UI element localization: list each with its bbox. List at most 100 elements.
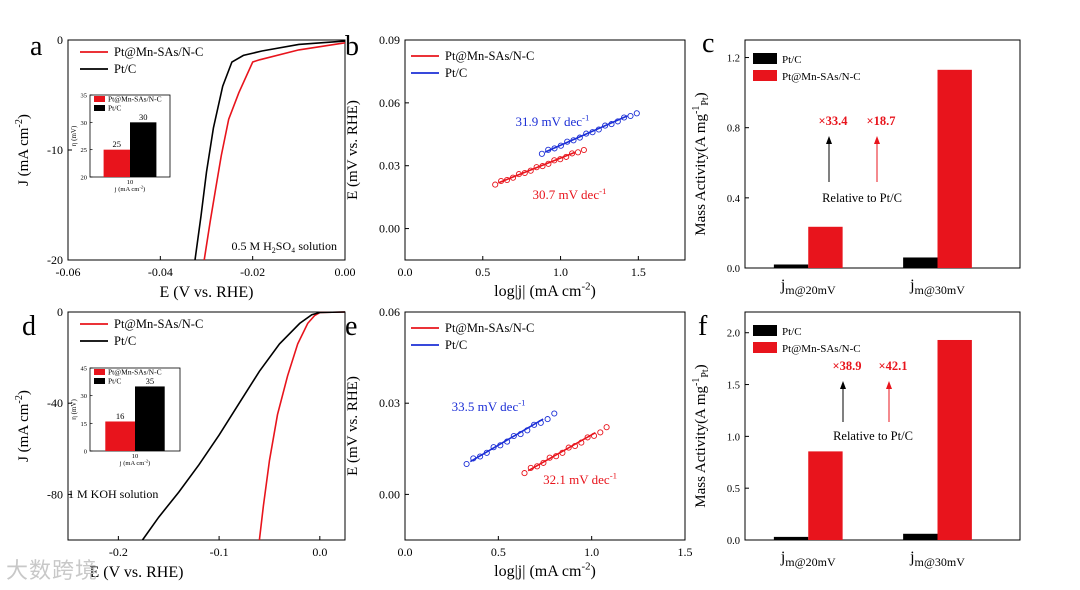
bar: [773, 264, 809, 268]
slope-annotation: 30.7 mV dec-1: [533, 186, 607, 202]
x-tick-label: -0.2: [109, 545, 128, 559]
data-point: [584, 434, 591, 441]
y-tick-label: 0: [57, 305, 63, 319]
panel-label: e: [345, 311, 357, 342]
x-axis-label: log|j| (mA cm-2): [494, 281, 596, 300]
data-point: [521, 470, 528, 477]
axes-frame: [404, 311, 686, 541]
panel-a: -0.06 -0.04 -0.02 0.00 -20 -10 0a J (mA cm-2) E …: [14, 31, 356, 301]
inset-y-tick-label: 25: [81, 147, 88, 154]
inset-legend-swatch: [94, 378, 105, 384]
y-tick-label: 0.8: [727, 124, 740, 135]
arrow-head: [826, 136, 832, 144]
panel-label: f: [698, 311, 708, 342]
relative-annotation: Relative to Pt/C: [822, 191, 902, 205]
axes-frame: [744, 39, 1021, 269]
arrow-head: [874, 136, 880, 144]
arrow-head: [886, 381, 892, 389]
arrow-head: [840, 381, 846, 389]
legend-entry: Pt/C: [114, 62, 136, 76]
x-tick-label: 1.0: [584, 545, 599, 559]
x-category-label: jm@20mV: [780, 277, 836, 297]
data-point: [531, 421, 538, 428]
bar: [808, 451, 843, 540]
legend-entry: Pt/C: [114, 334, 136, 348]
series-line: [194, 40, 346, 261]
data-point: [551, 410, 558, 417]
ratio-label: ×33.4: [819, 114, 849, 128]
inset-x-tick-label: 10: [127, 179, 134, 186]
bar: [937, 339, 972, 540]
panel-label: c: [702, 28, 714, 59]
x-tick-label: 0.0: [398, 265, 413, 279]
panel-b: 0.0 0.5 1.0 1.5 0.00 0.03 0.06 0.09 b E (mV vs. R…: [345, 31, 686, 300]
series-line: [141, 311, 346, 541]
panel-f: 0.0 0.5 1.0 1.5 2.0 f Mass Activity(A mg-1Pt) j…: [691, 311, 1021, 569]
inset-legend-swatch: [94, 105, 105, 111]
x-tick-label: 0.00: [335, 265, 356, 279]
inset-y-tick-label: 15: [81, 421, 88, 428]
x-tick-label: 1.0: [553, 265, 568, 279]
y-tick-label: 1.0: [727, 432, 740, 443]
x-tick-label: 0.0: [312, 545, 327, 559]
inset-legend-swatch: [94, 96, 105, 102]
y-tick-label: -80: [47, 487, 63, 501]
axes-frame: [744, 311, 1021, 541]
y-tick-label: 0.06: [379, 305, 400, 319]
inset-legend-entry: Pt@Mn-SAs/N-C: [108, 95, 162, 104]
x-axis-label: E (V vs. RHE): [160, 284, 254, 301]
inset-y-axis-label: η (mV): [70, 399, 78, 420]
panel-label: d: [22, 311, 36, 342]
data-point: [574, 149, 582, 156]
inset-y-tick-label: 35: [81, 93, 88, 100]
relative-annotation: Relative to Pt/C: [833, 429, 913, 443]
x-tick-label: -0.06: [56, 265, 81, 279]
fit-line: [469, 418, 544, 463]
bar: [773, 536, 809, 540]
inset-y-tick-label: 30: [81, 393, 88, 400]
y-tick-label: 2.0: [727, 329, 740, 340]
y-tick-label: -20: [47, 253, 63, 267]
legend-entry: Pt/C: [782, 54, 802, 66]
y-axis-label: J (mA cm-2): [14, 390, 32, 462]
data-point: [569, 150, 576, 157]
data-point: [621, 114, 628, 121]
series-line: [203, 42, 346, 261]
legend-swatch: [753, 70, 777, 81]
data-point: [510, 432, 517, 440]
x-tick-label: 0.5: [491, 545, 506, 559]
data-point: [538, 150, 545, 157]
data-point: [544, 416, 551, 423]
inset-y-axis-label: η (mV): [70, 125, 78, 146]
legend-entry: Pt/C: [782, 326, 802, 338]
data-point: [602, 122, 609, 129]
data-point: [492, 181, 499, 188]
y-axis-label: J (mA cm-2): [14, 114, 32, 186]
series-line: [258, 311, 346, 541]
slope-annotation: 31.9 mV dec-1: [515, 113, 589, 129]
y-axis-label: Mass Activity(A mg-1Pt): [691, 92, 711, 235]
inset-x-axis-label: j (mA cm-2): [114, 184, 145, 193]
bar: [937, 69, 972, 268]
panel-label: b: [345, 31, 359, 62]
y-tick-label: 1.2: [727, 54, 740, 65]
x-tick-label: -0.02: [240, 265, 265, 279]
data-point: [597, 429, 604, 436]
panel-d: -0.2 -0.1 0.0 -80 -40 0 d J (mA cm-2) E (V vs. R…: [14, 305, 346, 581]
x-category-label: jm@30mV: [909, 549, 965, 569]
x-category-label: jm@20mV: [780, 549, 836, 569]
bar: [808, 226, 843, 268]
solution-annotation: 0.5 M H2SO₄ solution: [231, 239, 337, 255]
inset-legend-entry: Pt/C: [108, 377, 121, 386]
inset-bar: [135, 386, 165, 451]
y-axis-label: E (mV vs. RHE): [345, 100, 361, 200]
y-tick-label: -10: [47, 143, 63, 157]
inset-bar-label: 35: [146, 376, 155, 386]
x-tick-label: 1.5: [631, 265, 646, 279]
x-axis-label: log|j| (mA cm-2): [494, 561, 596, 580]
y-tick-label: 0.5: [727, 484, 740, 495]
inset-bar-label: 16: [116, 411, 125, 421]
data-point: [627, 112, 634, 120]
axes-frame: [404, 39, 686, 261]
